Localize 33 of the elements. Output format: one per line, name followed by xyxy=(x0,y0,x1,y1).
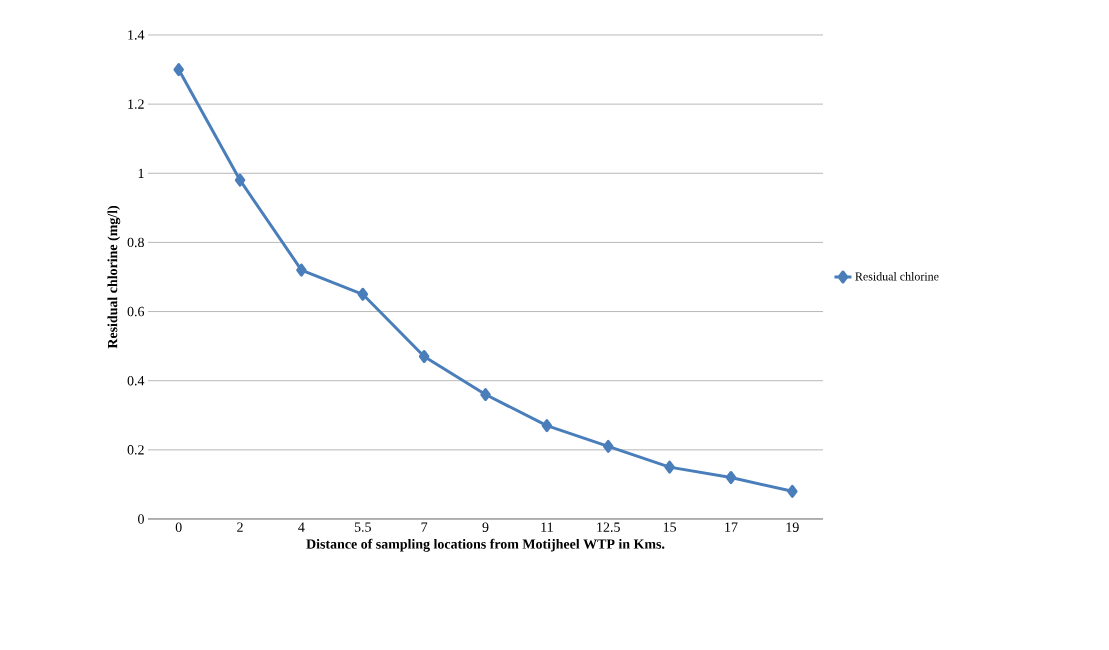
point xyxy=(357,287,369,301)
x-tick-label: 17 xyxy=(725,522,738,532)
point xyxy=(664,460,675,474)
point xyxy=(602,439,614,453)
x-tick-label: 2 xyxy=(237,522,243,532)
x-tick-label: 4 xyxy=(298,522,305,532)
point xyxy=(418,350,430,363)
y-axis-title: Residual chlorine (mg/l) xyxy=(107,205,121,349)
point xyxy=(234,173,246,187)
point xyxy=(173,63,184,77)
y-tick-label: 1.2 xyxy=(128,99,144,109)
x-tick-label: 0 xyxy=(175,522,182,532)
x-tick-label: 5.5 xyxy=(354,522,371,532)
x-tick-label: 19 xyxy=(786,522,799,532)
y-tick-label: 0.8 xyxy=(127,237,144,248)
x-tick-label: 15 xyxy=(663,522,677,532)
x-tick-label: 7 xyxy=(421,522,428,532)
y-tick-label: 0.6 xyxy=(127,306,145,317)
x-tick-label: 11 xyxy=(541,522,553,532)
x-axis-title: Distance of sampling locations from Motijheel WTP in Kms. xyxy=(306,538,665,552)
point xyxy=(480,388,491,402)
point xyxy=(787,484,798,498)
point xyxy=(541,419,553,433)
legend-label: Residual chlorine xyxy=(855,272,939,281)
point xyxy=(725,471,737,484)
y-tick-label: 1.4 xyxy=(128,30,145,40)
x-tick-label: 12.5 xyxy=(597,522,620,532)
y-tick-label: 1 xyxy=(138,168,144,178)
point xyxy=(296,263,307,277)
y-tick-label: 0 xyxy=(138,514,144,524)
x-tick-label: 9 xyxy=(482,522,489,532)
y-tick-label: 0.4 xyxy=(127,375,145,386)
y-tick-label: 0.2 xyxy=(127,445,144,455)
